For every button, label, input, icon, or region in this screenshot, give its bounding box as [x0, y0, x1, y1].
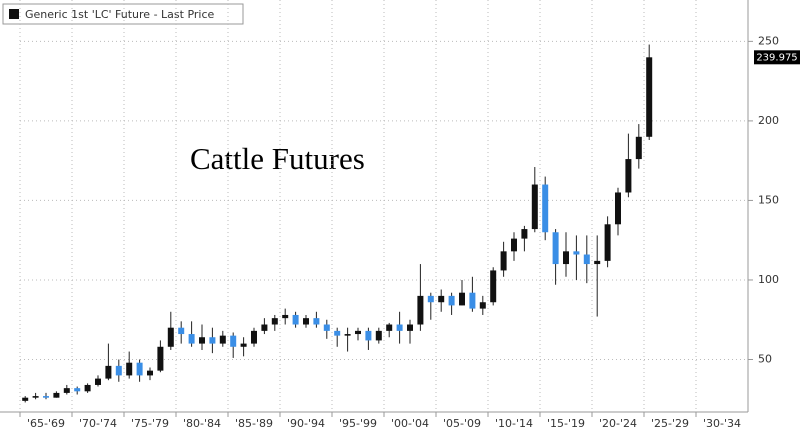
candle-body [115, 365, 122, 376]
candle-body [448, 295, 455, 306]
candle-body [375, 330, 382, 341]
x-tick-label: '95-'99 [339, 417, 377, 430]
candle-body [521, 229, 528, 239]
candle-body [63, 388, 70, 393]
candle-body [625, 159, 632, 193]
candle-body [417, 295, 424, 325]
x-tick-label: '70-'74 [79, 417, 117, 430]
candle-body [500, 251, 507, 271]
x-tick-label: '80-'84 [183, 417, 221, 430]
candle-body [84, 384, 91, 392]
candle-body [646, 57, 653, 137]
x-tick-label: '00-'04 [391, 417, 429, 430]
candle-body [157, 346, 164, 371]
candle-body [511, 238, 517, 252]
candle-body [594, 260, 601, 265]
candle-body [95, 378, 101, 385]
candle-body [365, 330, 372, 341]
candle-body [261, 324, 268, 331]
candle-body [615, 192, 621, 225]
candle-body [344, 334, 351, 336]
x-tick-label: '85-'89 [235, 417, 273, 430]
candle-body [303, 318, 309, 325]
candle-body [74, 388, 81, 392]
candle-body [209, 337, 216, 344]
chart-title: Cattle Futures [190, 141, 365, 176]
y-tick-label: 100 [758, 273, 779, 286]
candle-body [334, 330, 341, 336]
y-tick-label: 200 [758, 114, 779, 127]
legend-box [2, 3, 244, 25]
candle-body [459, 292, 465, 306]
x-tick-label: '30-'34 [703, 417, 741, 430]
x-tick-label: '05-'09 [443, 417, 481, 430]
candle-body [43, 396, 49, 398]
candle-body [469, 292, 476, 309]
x-tick-label: '20-'24 [599, 417, 637, 430]
y-tick-label: 50 [758, 353, 772, 366]
candle-body [563, 251, 569, 265]
candle-body [479, 302, 486, 309]
candle-body [178, 327, 185, 335]
candle-body [105, 365, 112, 379]
candle-body [167, 327, 174, 347]
x-tick-label: '65-'69 [27, 417, 65, 430]
legend: Generic 1st 'LC' Future - Last Price [2, 3, 244, 25]
candle-body [147, 370, 153, 376]
candle-body [22, 397, 29, 401]
candle-body [407, 324, 413, 331]
candle-body [604, 224, 611, 261]
candle-body [32, 396, 39, 398]
x-tick-label: '75-'79 [131, 417, 169, 430]
x-tick-label: '15-'19 [547, 417, 585, 430]
candle-body [271, 318, 278, 325]
candle-body [240, 343, 247, 347]
candle-body [53, 392, 60, 398]
x-tick-label: '10-'14 [495, 417, 533, 430]
candle-body [531, 184, 538, 230]
candle-body [136, 362, 143, 376]
last-price-label: 239.975 [756, 52, 797, 63]
legend-swatch [9, 9, 19, 19]
candle-body [313, 318, 320, 325]
x-tick-label: '90-'94 [287, 417, 325, 430]
candle-body [126, 362, 133, 376]
candle-body [323, 324, 330, 331]
candle-body [542, 184, 549, 233]
y-tick-label: 250 [758, 34, 779, 47]
candle-body [490, 270, 497, 303]
candle-body [573, 251, 580, 255]
candle-body [552, 232, 559, 265]
candle-body [635, 136, 642, 160]
candle-body [438, 295, 445, 303]
candle-body [188, 334, 195, 344]
candle-body [292, 314, 299, 325]
candle-body [583, 254, 590, 265]
legend-label: Generic 1st 'LC' Future - Last Price [25, 8, 215, 21]
candle-body [427, 295, 434, 303]
candle-body [355, 330, 361, 335]
candle-body [251, 330, 257, 344]
last-price-box [754, 50, 800, 65]
candle-body [230, 335, 237, 347]
y-tick-label: 150 [758, 193, 779, 206]
candle-body [282, 314, 289, 319]
candle-body [199, 337, 205, 344]
candle-body [386, 324, 393, 331]
candle-body [396, 324, 403, 331]
candle-body [219, 335, 226, 344]
x-tick-label: '25-'29 [651, 417, 689, 430]
